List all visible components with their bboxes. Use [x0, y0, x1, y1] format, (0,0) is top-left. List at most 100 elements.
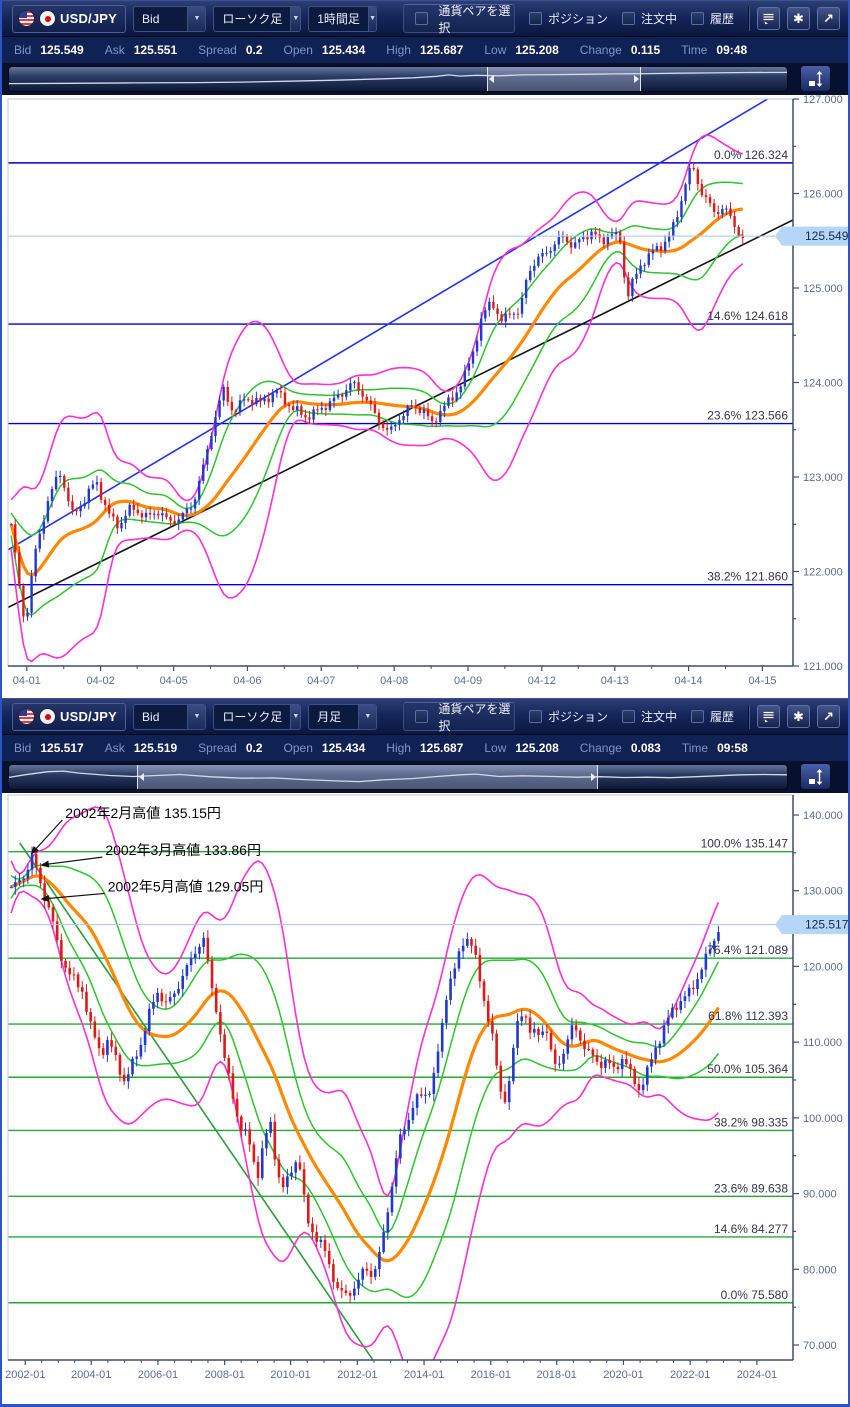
navigator-zoom-button[interactable]: [800, 65, 831, 92]
spread-value: 0.2: [245, 741, 263, 755]
fib-labels: 0.0% 126.324 14.6% 124.618 23.6% 123.566 38…: [707, 148, 788, 584]
svg-text:120.000: 120.000: [803, 961, 843, 973]
navigator-zoom-button[interactable]: [800, 763, 831, 790]
popout-button[interactable]: ↗: [817, 7, 840, 30]
svg-text:110.000: 110.000: [803, 1037, 842, 1049]
history-checkbox[interactable]: [690, 12, 704, 25]
low-value: 125.208: [515, 741, 559, 755]
svg-text:0.0% 126.324: 0.0% 126.324: [714, 148, 788, 162]
svg-text:125.517: 125.517: [805, 918, 849, 932]
selection-right-handle-icon[interactable]: [634, 75, 640, 83]
svg-text:125.000: 125.000: [803, 283, 843, 295]
divider: [748, 704, 750, 729]
svg-text:0.0% 75.580: 0.0% 75.580: [721, 1288, 789, 1302]
svg-text:124.000: 124.000: [803, 378, 843, 390]
open-value: 125.434: [321, 741, 366, 755]
time-value: 09:48: [716, 43, 748, 57]
us-flag-icon: [18, 708, 35, 725]
svg-text:2004-01: 2004-01: [71, 1369, 111, 1381]
quote-info-bar: Bid 125.517 Ask 125.519 Spread 0.2 Open 125.…: [0, 735, 850, 761]
navigator-selection[interactable]: [137, 765, 599, 789]
annotation-arrow: [30, 819, 63, 855]
price-chart-hourly[interactable]: 0.0% 126.324 14.6% 124.618 23.6% 123.566 38…: [0, 95, 850, 698]
positions-checkbox[interactable]: [528, 710, 542, 723]
svg-text:04-06: 04-06: [233, 675, 261, 687]
price-type-select[interactable]: Bid ▼: [133, 5, 207, 32]
history-toggle[interactable]: 履歴: [690, 10, 734, 27]
svg-text:04-15: 04-15: [748, 675, 776, 687]
svg-text:04-14: 04-14: [675, 675, 703, 687]
popout-button[interactable]: ↗: [817, 705, 840, 728]
pair-label: USD/JPY: [60, 11, 118, 26]
currency-pair-button[interactable]: USD/JPY: [12, 702, 127, 731]
toolbar: USD/JPY Bid ▼ ローソク足 ▼ 月足 ▼ 通貨ペアを選択 ポジション…: [0, 698, 850, 735]
chart-type-select[interactable]: ローソク足 ▼: [213, 5, 302, 32]
indicator-list-button[interactable]: [757, 705, 780, 728]
selection-left-handle-icon[interactable]: [139, 773, 145, 781]
price-chart-monthly[interactable]: 100.0% 135.147 76.4% 121.089 61.8% 112.393…: [0, 793, 850, 1407]
annotation-label: 2002年5月高値 129.05円: [108, 878, 264, 894]
high-value: 125.687: [419, 741, 464, 755]
range-navigator[interactable]: [8, 66, 788, 92]
chart-type-select[interactable]: ローソク足 ▼: [213, 703, 302, 730]
svg-text:2006-01: 2006-01: [138, 1369, 178, 1381]
low-label: Low: [484, 43, 507, 57]
list-icon: [763, 711, 774, 723]
panel-border: [0, 698, 2, 1407]
select-pair-button[interactable]: 通貨ペアを選択: [403, 4, 515, 35]
select-pair-checkbox[interactable]: [415, 12, 429, 25]
annotation-arrow: [40, 892, 105, 902]
positions-toggle[interactable]: ポジション: [528, 708, 608, 725]
history-toggle[interactable]: 履歴: [690, 708, 734, 725]
positions-toggle[interactable]: ポジション: [528, 10, 608, 27]
orders-toggle[interactable]: 注文中: [621, 10, 677, 27]
annotation-label: 2002年2月高値 135.15円: [65, 805, 221, 821]
select-pair-button[interactable]: 通貨ペアを選択: [403, 702, 515, 733]
annotation-arrow: [40, 856, 103, 868]
indicator-list-button[interactable]: [757, 7, 780, 30]
chevron-down-icon: ▼: [187, 704, 206, 729]
svg-text:2018-01: 2018-01: [537, 1369, 577, 1381]
bollinger-bands: [10, 806, 720, 1360]
change-label: Change: [579, 741, 622, 755]
range-zoom-icon: [809, 70, 823, 87]
svg-text:04-02: 04-02: [87, 675, 115, 687]
price-type-select[interactable]: Bid ▼: [133, 703, 207, 730]
ask-value: 125.551: [133, 43, 178, 57]
pair-label: USD/JPY: [60, 709, 118, 724]
chevron-down-icon: ▼: [187, 6, 206, 31]
history-checkbox[interactable]: [690, 710, 704, 723]
select-pair-checkbox[interactable]: [415, 710, 429, 723]
timeframe-select[interactable]: 1時間足 ▼: [308, 5, 378, 32]
svg-text:2024-01: 2024-01: [737, 1369, 777, 1381]
timeframe-select[interactable]: 月足 ▼: [308, 703, 378, 730]
svg-text:126.000: 126.000: [803, 189, 843, 201]
positions-checkbox[interactable]: [528, 12, 542, 25]
svg-text:76.4% 121.089: 76.4% 121.089: [707, 943, 788, 957]
annotation-label: 2002年3月高値 133.86円: [105, 842, 261, 858]
svg-text:2020-01: 2020-01: [603, 1369, 643, 1381]
orders-checkbox[interactable]: [621, 710, 635, 723]
selection-left-handle-icon[interactable]: [489, 75, 495, 83]
panel-border: [848, 0, 850, 698]
svg-text:90.000: 90.000: [803, 1189, 837, 1201]
x-axis: 2002-01 2004-01 2006-01 2008-01 2010-01 2012-…: [5, 1360, 777, 1381]
spread-label: Spread: [198, 741, 237, 755]
selection-right-handle-icon[interactable]: [591, 773, 597, 781]
range-navigator[interactable]: [8, 764, 788, 790]
current-price-badge: 125.517: [775, 915, 849, 935]
gear-icon: ✱: [793, 11, 804, 26]
japan-flag-icon: [39, 10, 56, 27]
toolbar-right-group: ポジション 注文中 履歴 ✱ ↗: [515, 6, 840, 31]
settings-button[interactable]: ✱: [787, 705, 810, 728]
orders-checkbox[interactable]: [621, 12, 635, 25]
trend-lines: [8, 99, 793, 609]
currency-pair-button[interactable]: USD/JPY: [12, 4, 127, 33]
japan-flag-icon: [39, 708, 56, 725]
orders-toggle[interactable]: 注文中: [621, 708, 677, 725]
open-label: Open: [283, 43, 313, 57]
navigator-selection[interactable]: [487, 67, 642, 91]
svg-text:04-09: 04-09: [454, 675, 482, 687]
settings-button[interactable]: ✱: [787, 7, 810, 30]
svg-text:80.000: 80.000: [803, 1264, 837, 1276]
